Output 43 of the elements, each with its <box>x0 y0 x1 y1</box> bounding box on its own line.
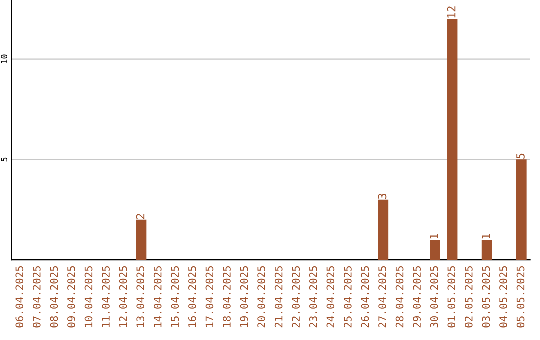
x-tick-label: 26.04.2025 <box>361 266 370 328</box>
x-tick-label: 21.04.2025 <box>274 266 283 328</box>
x-tick-label: 01.05.2025 <box>448 266 456 328</box>
x-tick-label: 27.04.2025 <box>378 266 386 328</box>
bar <box>378 200 389 260</box>
x-tick-label: 16.04.2025 <box>188 266 196 328</box>
data-label: 1 <box>482 234 490 239</box>
x-tick-label: 08.04.2025 <box>50 266 58 328</box>
x-tick-label: 23.04.2025 <box>309 266 318 328</box>
bar <box>516 160 527 260</box>
bar <box>136 220 147 260</box>
x-tick-label: 07.04.2025 <box>32 266 41 328</box>
x-tick-label: 24.04.2025 <box>326 266 335 328</box>
x-tick-label: 29.04.2025 <box>413 266 422 328</box>
x-tick-label: 18.04.2025 <box>223 266 231 328</box>
bar <box>482 240 492 260</box>
data-label: 3 <box>378 194 387 200</box>
x-tick-label: 28.04.2025 <box>396 266 404 328</box>
x-tick-label: 15.04.2025 <box>171 266 180 328</box>
y-tick-label: 10 <box>1 54 8 64</box>
data-label: 1 <box>430 234 438 239</box>
x-tick-label: 03.05.2025 <box>482 266 490 328</box>
x-tick-label: 11.04.2025 <box>102 266 110 328</box>
x-tick-label: 17.04.2025 <box>206 266 214 328</box>
x-tick-label: 09.04.2025 <box>68 266 76 328</box>
data-label: 12 <box>447 6 456 18</box>
bar <box>447 19 458 260</box>
x-tick-label: 05.05.2025 <box>516 266 525 328</box>
x-tick-label: 13.04.2025 <box>136 266 145 328</box>
x-tick-label: 06.04.2025 <box>16 266 24 328</box>
x-tick-label: 14.04.2025 <box>154 266 162 328</box>
x-tick-label: 30.04.2025 <box>430 266 438 328</box>
x-tick-label: 12.04.2025 <box>119 266 128 328</box>
x-tick-label: 19.04.2025 <box>240 266 248 328</box>
data-label: 5 <box>516 154 525 159</box>
x-tick-label: 25.04.2025 <box>344 266 352 328</box>
x-tick-label: 02.05.2025 <box>464 266 473 328</box>
bar <box>430 240 440 260</box>
x-tick-label: 04.05.2025 <box>500 266 508 328</box>
x-tick-label: 22.04.2025 <box>292 266 300 328</box>
x-tick-label: 10.04.2025 <box>84 266 93 328</box>
data-label: 2 <box>136 214 145 220</box>
x-tick-label: 20.04.2025 <box>258 266 266 328</box>
